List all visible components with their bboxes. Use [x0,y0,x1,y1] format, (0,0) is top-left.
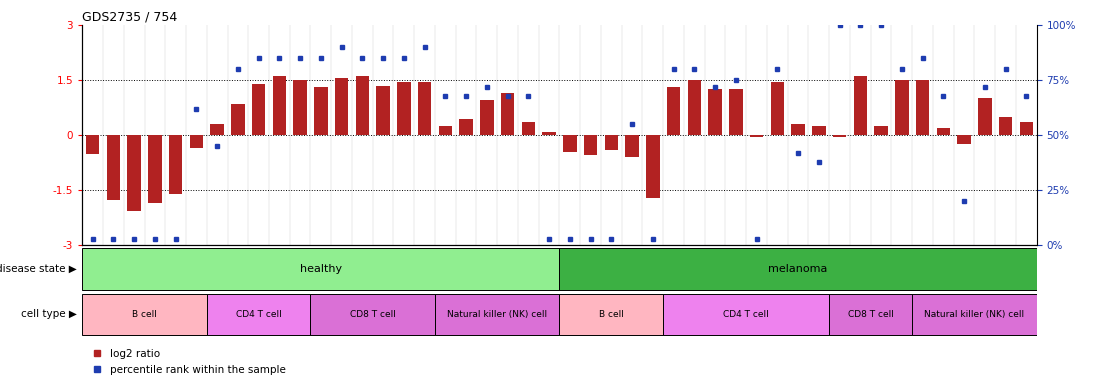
Bar [314,88,328,135]
Bar [829,294,913,335]
Bar [604,135,618,150]
Text: cell type ▶: cell type ▶ [21,310,77,319]
Text: Natural killer (NK) cell: Natural killer (NK) cell [448,310,547,319]
Bar [206,294,310,335]
Bar [397,82,410,135]
Bar [791,124,805,135]
Bar [376,86,389,135]
Bar [895,80,908,135]
Text: disease state ▶: disease state ▶ [0,264,77,274]
Bar [106,135,121,200]
Text: healthy: healthy [299,264,342,274]
Text: GDS2735 / 754: GDS2735 / 754 [82,11,178,24]
Bar [874,126,887,135]
Text: B cell: B cell [599,310,624,319]
Bar [439,126,452,135]
Bar [460,119,473,135]
Bar [667,88,680,135]
Bar [436,294,559,335]
Bar [563,135,577,152]
Bar [770,82,784,135]
Bar [998,117,1013,135]
Text: CD8 T cell: CD8 T cell [848,310,894,319]
Bar [853,76,867,135]
Bar [812,126,826,135]
Text: CD8 T cell: CD8 T cell [350,310,396,319]
Text: melanoma: melanoma [768,264,828,274]
Bar [730,89,743,135]
Bar [355,76,369,135]
Legend: log2 ratio, percentile rank within the sample: log2 ratio, percentile rank within the s… [88,345,291,379]
Bar [148,135,161,203]
Bar [501,93,514,135]
Bar [584,135,598,156]
Bar [82,248,559,290]
Bar [82,294,206,335]
Bar [937,128,950,135]
Text: CD4 T cell: CD4 T cell [236,310,282,319]
Bar [958,135,971,144]
Bar [231,104,245,135]
Bar [293,80,307,135]
Bar [1019,122,1033,135]
Bar [480,100,494,135]
Bar [646,135,659,198]
Text: Natural killer (NK) cell: Natural killer (NK) cell [925,310,1025,319]
Bar [521,122,535,135]
Bar [559,294,664,335]
Bar [916,80,929,135]
Bar [913,294,1037,335]
Bar [86,135,100,154]
Bar [664,294,829,335]
Bar [310,294,436,335]
Bar [335,78,349,135]
Bar [273,76,286,135]
Bar [833,135,846,137]
Bar [979,98,992,135]
Bar [625,135,638,157]
Text: CD4 T cell: CD4 T cell [723,310,769,319]
Bar [127,135,140,210]
Bar [688,80,701,135]
Bar [211,124,224,135]
Bar [169,135,182,194]
Bar [709,89,722,135]
Bar [750,135,764,137]
Bar [252,84,265,135]
Bar [418,82,431,135]
Bar [559,248,1037,290]
Bar [542,132,556,135]
Text: B cell: B cell [132,310,157,319]
Bar [190,135,203,148]
